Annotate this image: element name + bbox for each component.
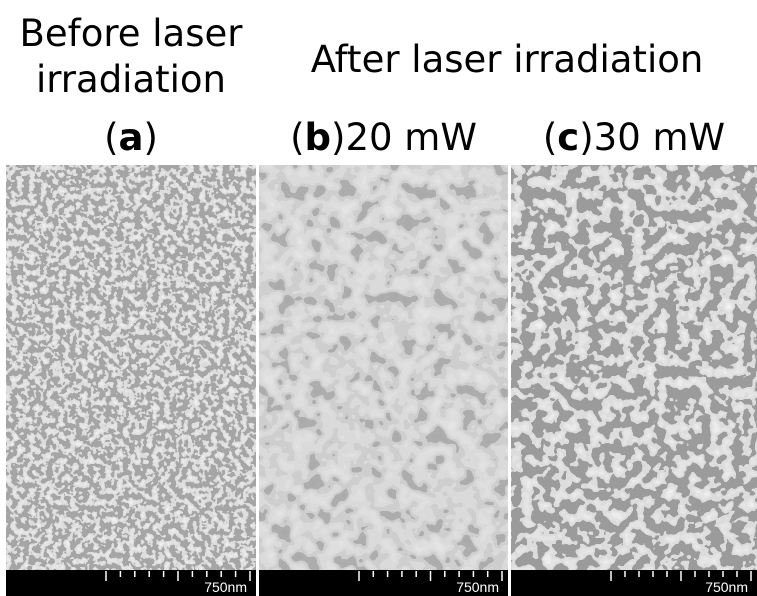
header-after: After laser irradiation — [311, 38, 704, 81]
paren: ( — [543, 116, 557, 159]
scale-bar-label: 750nm — [705, 579, 748, 595]
scale-bar-label: 750nm — [204, 579, 247, 595]
scale-bar-label: 750nm — [456, 579, 499, 595]
paren: ) — [579, 116, 593, 159]
power: 30 mW — [594, 116, 725, 159]
panel-label: (c)30 mW — [543, 116, 725, 159]
paren: ( — [290, 116, 304, 159]
sem-image — [6, 165, 256, 570]
header-before: Before laser — [20, 12, 244, 55]
sem-image — [259, 165, 508, 570]
power: 20 mW — [345, 116, 476, 159]
panel-label: (b)20 mW — [290, 116, 477, 159]
panel-label: (a) — [104, 116, 158, 159]
info-bar — [259, 570, 508, 596]
panel-letter: c — [557, 116, 579, 159]
header-before: irradiation — [36, 58, 226, 101]
paren: ) — [143, 116, 157, 159]
paren: ( — [104, 116, 118, 159]
info-bar — [6, 570, 256, 596]
info-bar — [511, 570, 757, 596]
paren: ) — [331, 116, 345, 159]
panel-letter: b — [305, 116, 332, 159]
panel-letter: a — [119, 116, 144, 159]
sem-image — [511, 165, 757, 570]
